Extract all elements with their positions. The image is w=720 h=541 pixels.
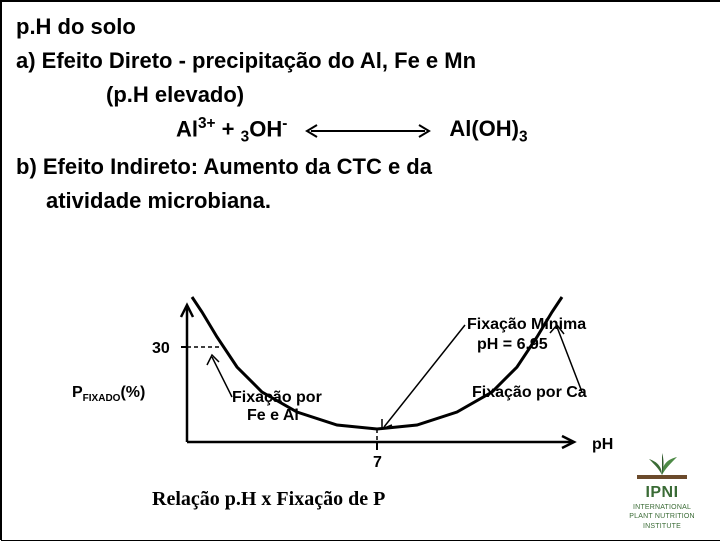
eq-aloh: Al(OH) bbox=[449, 116, 519, 141]
eq-aloh-sub: 3 bbox=[519, 129, 528, 146]
ann-right-l3: Fixação por Ca bbox=[472, 384, 587, 401]
eq-plus: + bbox=[216, 117, 241, 142]
ann-left-l2: Fe e Al bbox=[247, 407, 299, 424]
eq-rhs: Al(OH)3 bbox=[449, 112, 527, 149]
chart-caption: Relação p.H x Fixação de P bbox=[152, 488, 385, 510]
y-axis-label: PFIXADO(%) bbox=[72, 384, 145, 404]
ann-right-l1: Fixação Mínima bbox=[467, 316, 586, 333]
line-a: a) Efeito Direto - precipitação do Al, F… bbox=[16, 44, 706, 78]
eq-lhs: Al3+ + 3OH- bbox=[176, 112, 287, 150]
eq-al-charge: 3+ bbox=[198, 115, 216, 132]
ipni-logo: IPNI INTERNATIONAL PLANT NUTRITION INSTI… bbox=[622, 453, 702, 530]
logo-name: IPNI bbox=[622, 484, 702, 502]
ann-right-l2: pH = 6,95 bbox=[477, 336, 548, 353]
slide-title: p.H do solo bbox=[16, 10, 706, 44]
slide-content: p.H do solo a) Efeito Direto - precipita… bbox=[2, 2, 720, 218]
logo-sub2: PLANT NUTRITION bbox=[622, 513, 702, 520]
equation-row: Al3+ + 3OH- Al(OH)3 bbox=[16, 112, 706, 150]
eq-three: 3 bbox=[241, 129, 250, 146]
ann-left-l1: Fixação por bbox=[232, 389, 322, 406]
y-tick-30: 30 bbox=[152, 340, 170, 357]
line-a-sub: (p.H elevado) bbox=[16, 78, 706, 112]
fixation-chart: 30 7 PFIXADO(%) pH Fixação por Fe e Al F… bbox=[72, 287, 652, 527]
logo-sub3: INSTITUTE bbox=[622, 523, 702, 530]
eq-oh-charge: - bbox=[282, 115, 287, 132]
eq-al: Al bbox=[176, 117, 198, 142]
logo-sub1: INTERNATIONAL bbox=[622, 504, 702, 511]
line-b-sub: atividade microbiana. bbox=[16, 184, 706, 218]
line-b: b) Efeito Indireto: Aumento da CTC e da bbox=[16, 150, 706, 184]
x-tick-7: 7 bbox=[373, 454, 382, 471]
plant-icon bbox=[637, 453, 687, 479]
eq-oh: OH bbox=[249, 117, 282, 142]
x-axis-label: pH bbox=[592, 436, 613, 453]
double-arrow-icon bbox=[303, 121, 433, 141]
